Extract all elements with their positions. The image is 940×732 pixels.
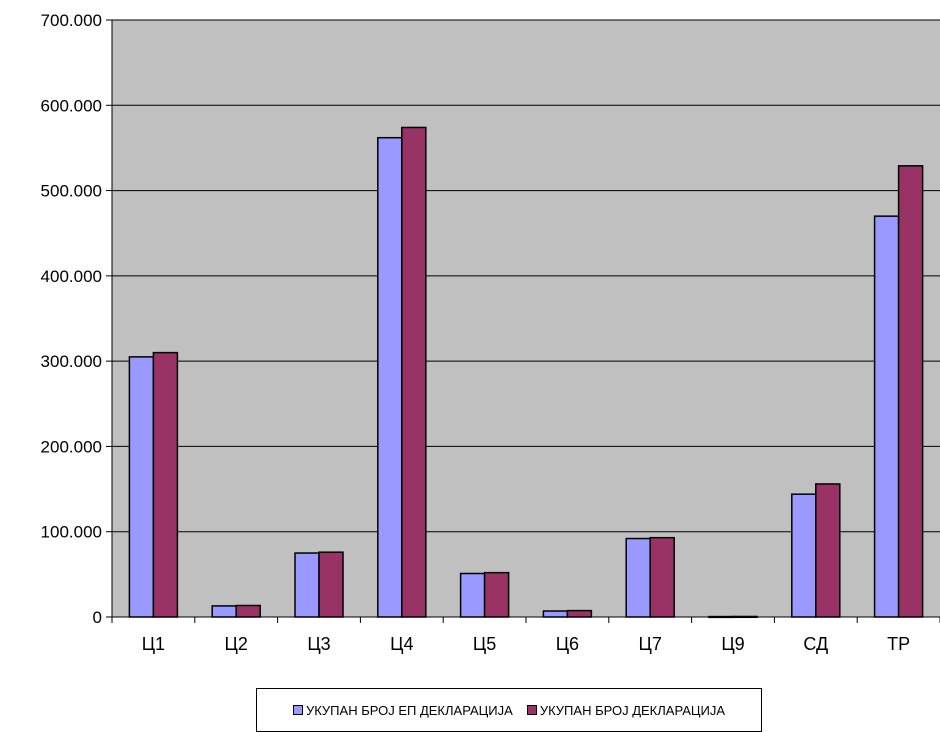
x-tick-label: Ц1 [142, 634, 165, 654]
legend-swatch-series-2 [526, 705, 537, 715]
y-tick-label: 0 [93, 608, 102, 627]
y-tick-label: 400.000 [41, 267, 102, 286]
y-tick-label: 200.000 [41, 437, 102, 456]
bar [377, 136, 403, 618]
bar [791, 493, 817, 618]
x-tick-label: Ц3 [307, 634, 330, 654]
bar [897, 165, 924, 618]
legend-swatch-series-1 [292, 705, 303, 715]
y-tick-label: 700.000 [41, 11, 102, 30]
x-tick-label: Ц7 [639, 634, 662, 654]
y-tick-label: 600.000 [41, 96, 102, 115]
bar [235, 604, 261, 618]
bar [732, 615, 758, 619]
legend-item-series-2: УКУПАН БРОЈ ДЕКЛАРАЦИЈА [526, 702, 726, 718]
bar [459, 572, 486, 618]
legend-label-series-2: УКУПАН БРОЈ ДЕКЛАРАЦИЈА [539, 702, 726, 718]
x-tick-label: Ц2 [225, 634, 248, 654]
x-tick-label: Ц4 [390, 634, 413, 654]
bar [815, 483, 841, 618]
legend-item-series-1: УКУПАН БРОЈ ЕП ДЕКЛАРАЦИЈА [292, 702, 513, 718]
bar [542, 610, 569, 618]
bar [318, 551, 344, 618]
y-tick-label: 500.000 [41, 182, 102, 201]
legend-label-series-1: УКУПАН БРОЈ ЕП ДЕКЛАРАЦИЈА [305, 702, 513, 718]
x-tick-label: ТР [887, 634, 910, 654]
bar [625, 537, 651, 618]
bar [128, 356, 155, 618]
chart-legend: УКУПАН БРОЈ ЕП ДЕКЛАРАЦИЈА УКУПАН БРОЈ Д… [256, 688, 762, 732]
x-tick-label: СД [803, 634, 828, 654]
y-tick-label: 300.000 [41, 352, 102, 371]
bar [211, 605, 237, 618]
bar [294, 552, 320, 618]
bar [483, 571, 510, 618]
x-tick-label: Ц5 [473, 634, 496, 654]
bar [401, 126, 427, 618]
bar [649, 536, 675, 618]
bar [152, 351, 179, 618]
y-tick-label: 100.000 [41, 523, 102, 542]
bar [708, 615, 734, 619]
bar [566, 609, 593, 618]
x-tick-label: Ц9 [721, 634, 744, 654]
bar [873, 215, 900, 618]
x-tick-label: Ц6 [556, 634, 579, 654]
